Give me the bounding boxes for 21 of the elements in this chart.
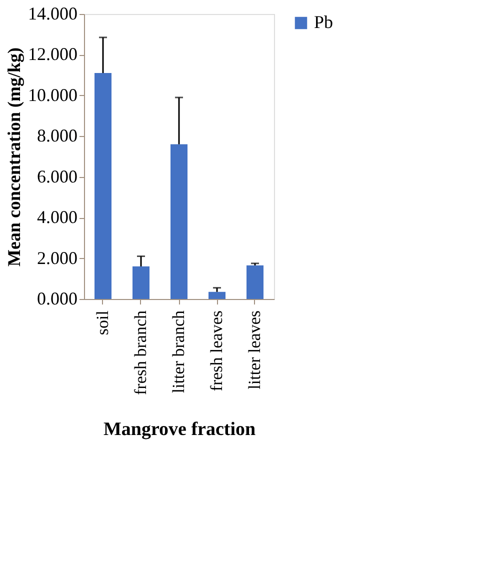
y-tick-label: 2.000 bbox=[37, 248, 78, 268]
x-tick-label: litter leaves bbox=[245, 310, 264, 390]
y-tick-label: 0.000 bbox=[37, 288, 78, 308]
x-axis-title: Mangrove fraction bbox=[103, 418, 256, 440]
x-tick-label: fresh leaves bbox=[207, 310, 226, 392]
bar bbox=[246, 265, 264, 299]
x-tick-label: litter branch bbox=[169, 310, 188, 394]
x-tick-label: soil bbox=[93, 310, 112, 336]
y-tick-label: 4.000 bbox=[37, 207, 78, 228]
y-tick-label: 14.000 bbox=[28, 4, 78, 24]
bar bbox=[170, 144, 188, 299]
y-tick-label: 10.000 bbox=[28, 84, 78, 105]
y-axis-title: Mean concentration (mg/kg) bbox=[4, 48, 24, 266]
y-tick-label: 12.000 bbox=[28, 44, 78, 64]
legend-label: Pb bbox=[314, 12, 334, 32]
bar bbox=[94, 73, 112, 299]
bar bbox=[208, 292, 226, 299]
bar bbox=[132, 266, 150, 299]
y-tick-label: 8.000 bbox=[37, 126, 78, 146]
x-tick-label: fresh branch bbox=[131, 310, 150, 395]
y-tick-label: 6.000 bbox=[37, 166, 78, 186]
